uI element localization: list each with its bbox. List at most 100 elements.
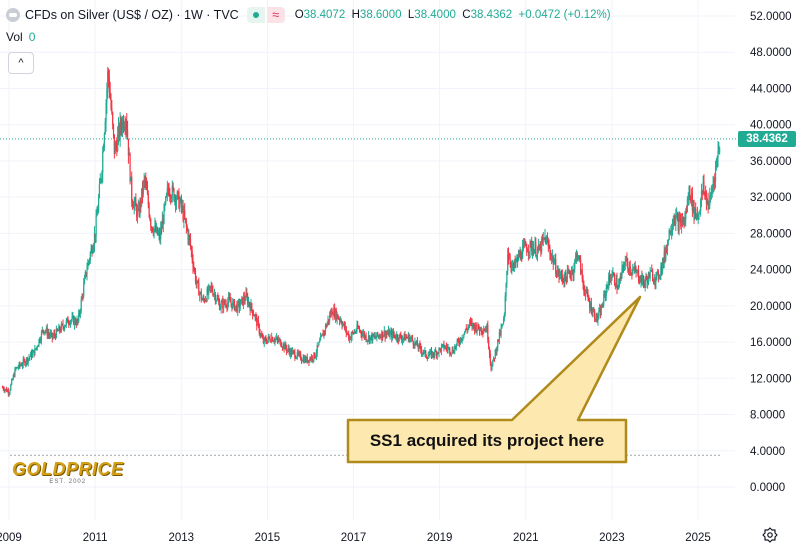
candle-body xyxy=(406,337,409,339)
candle-body xyxy=(338,318,341,321)
candle-body xyxy=(539,244,541,250)
candle-body xyxy=(202,298,204,300)
candle-body xyxy=(320,335,322,337)
candle-body xyxy=(6,388,8,392)
candle-body xyxy=(654,279,656,283)
candle-body xyxy=(661,266,663,272)
candle-body xyxy=(122,119,124,130)
candle-body xyxy=(263,338,265,343)
candle-body xyxy=(131,176,133,202)
candle-body xyxy=(49,334,51,336)
candle-body xyxy=(546,238,548,245)
candle-body xyxy=(584,292,587,295)
candle-body xyxy=(640,276,642,282)
candle-body xyxy=(190,246,192,251)
candle-body xyxy=(121,126,123,130)
candle-body xyxy=(196,280,198,284)
candle-body xyxy=(341,323,343,327)
candle-body xyxy=(78,312,80,322)
settings-gear-icon[interactable] xyxy=(762,527,778,543)
candle-body xyxy=(483,330,486,332)
candle-body xyxy=(573,268,575,276)
candle-body xyxy=(462,337,464,339)
candle-body xyxy=(71,316,73,321)
candle-body xyxy=(357,325,359,328)
candle-body xyxy=(260,334,262,336)
candle-body xyxy=(395,337,397,339)
candle-body xyxy=(404,333,406,341)
candle-body xyxy=(471,322,473,327)
price-tick-label: 48.0000 xyxy=(750,47,792,59)
candle-body xyxy=(525,242,527,247)
candle-body xyxy=(444,346,447,348)
candle-body xyxy=(257,320,260,325)
candle-body xyxy=(310,356,313,360)
candle-body xyxy=(673,218,675,224)
candle-body xyxy=(505,283,507,297)
candle-body xyxy=(3,389,5,391)
candle-body xyxy=(367,335,370,340)
candle-body xyxy=(300,353,302,360)
candle-body xyxy=(56,328,58,331)
candle-body xyxy=(685,211,687,220)
candle-body xyxy=(230,302,232,304)
candle-body xyxy=(697,215,699,218)
candle-body xyxy=(657,271,660,279)
price-tick-label: 28.0000 xyxy=(750,228,792,240)
candle-body xyxy=(276,337,278,339)
candle-body xyxy=(366,340,368,342)
candle-body xyxy=(51,332,53,338)
candle-body xyxy=(608,275,610,288)
price-tick-label: 4.0000 xyxy=(750,446,785,458)
candle-body xyxy=(656,273,658,275)
candle-body xyxy=(104,121,106,134)
price-tick-label: 16.0000 xyxy=(750,337,792,349)
candle-body xyxy=(700,200,702,212)
candle-body xyxy=(128,154,130,156)
candle-body xyxy=(20,365,23,367)
market-status[interactable]: ≈ xyxy=(246,7,285,23)
candle-body xyxy=(206,289,208,301)
candle-body xyxy=(610,278,612,282)
candle-body xyxy=(179,198,182,202)
candle-body xyxy=(595,314,597,322)
candle-body xyxy=(564,272,566,284)
candle-body xyxy=(627,261,629,269)
candle-body xyxy=(384,330,386,338)
candle-body xyxy=(296,352,298,358)
candle-body xyxy=(45,328,48,332)
candle-body xyxy=(501,325,503,328)
candle-body xyxy=(396,334,399,340)
candle-body xyxy=(254,315,256,317)
candle-body xyxy=(313,352,315,360)
candle-body xyxy=(416,341,419,347)
candle-body xyxy=(619,275,621,281)
candle-body xyxy=(540,244,542,252)
candle-body xyxy=(84,272,86,278)
candle-body xyxy=(607,286,609,288)
candle-body xyxy=(637,270,639,272)
candle-body xyxy=(330,310,332,316)
candle-body xyxy=(568,271,570,273)
candle-body xyxy=(452,349,454,353)
candle-body xyxy=(18,363,20,368)
candle-body xyxy=(428,354,430,357)
candle-body xyxy=(541,238,544,241)
symbol-title[interactable]: CFDs on Silver (US$ / OZ) · 1W · TVC xyxy=(25,8,239,22)
price-tick-label: 40.0000 xyxy=(750,120,792,132)
candle-body xyxy=(197,280,199,283)
candle-body xyxy=(33,350,35,356)
candle-body xyxy=(584,291,586,295)
candle-body xyxy=(203,298,205,300)
candle-body xyxy=(641,276,643,284)
candle-body xyxy=(288,348,290,352)
candle-body xyxy=(268,336,270,339)
candle-body xyxy=(497,339,499,348)
collapse-legend-button[interactable]: ^ xyxy=(8,52,34,74)
candle-body xyxy=(527,251,529,254)
candle-body xyxy=(5,388,7,390)
candle-body xyxy=(323,331,325,337)
candle-body xyxy=(177,191,179,193)
candle-body xyxy=(120,120,122,127)
